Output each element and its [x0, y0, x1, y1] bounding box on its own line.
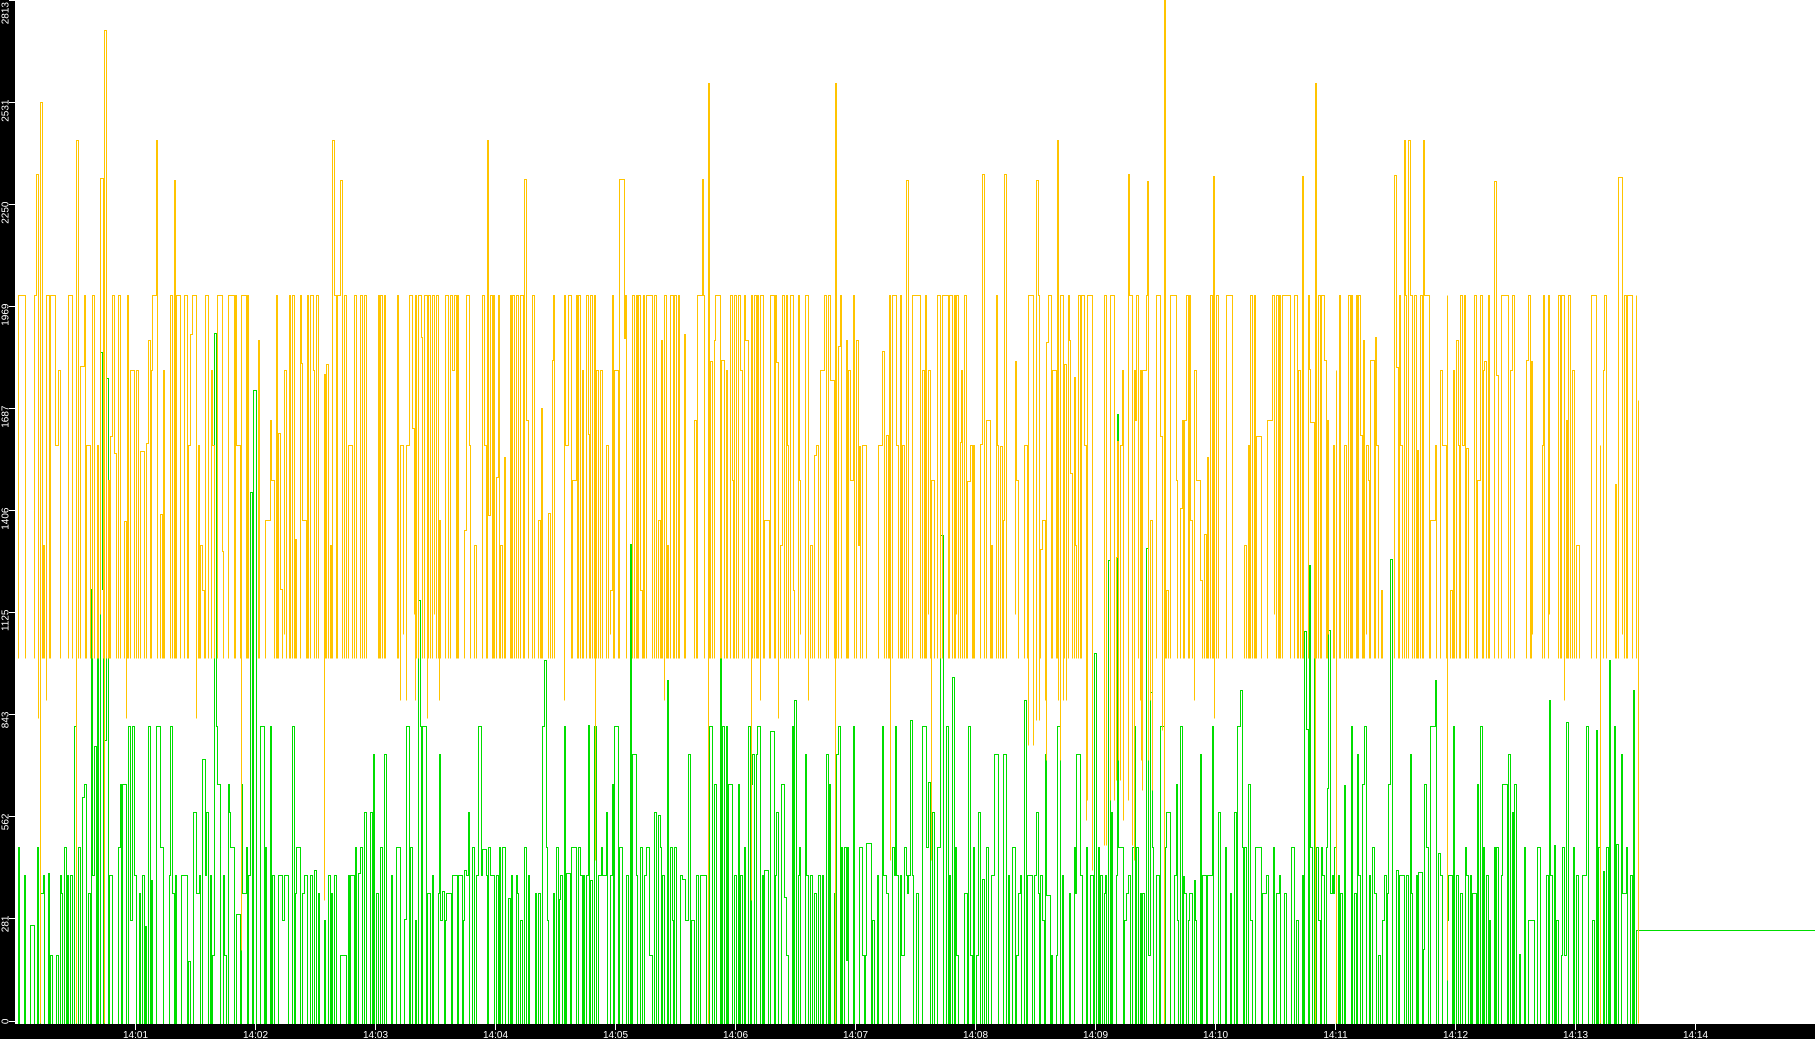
- svg-text:14:01: 14:01: [123, 1030, 148, 1039]
- svg-text:14:07: 14:07: [843, 1030, 868, 1039]
- svg-text:2250: 2250: [1, 201, 12, 224]
- svg-text:14:14: 14:14: [1683, 1030, 1708, 1039]
- svg-text:14:05: 14:05: [603, 1030, 628, 1039]
- svg-text:14:09: 14:09: [1083, 1030, 1108, 1039]
- svg-text:14:03: 14:03: [363, 1030, 388, 1039]
- svg-text:14:13: 14:13: [1563, 1030, 1588, 1039]
- svg-text:2813: 2813: [1, 2, 12, 25]
- svg-text:562: 562: [1, 813, 12, 830]
- svg-text:14:12: 14:12: [1443, 1030, 1468, 1039]
- svg-text:14:11: 14:11: [1323, 1030, 1348, 1039]
- svg-text:14:04: 14:04: [483, 1030, 508, 1039]
- svg-text:281: 281: [1, 915, 12, 932]
- svg-text:14:02: 14:02: [243, 1030, 268, 1039]
- svg-text:1687: 1687: [1, 405, 12, 428]
- svg-text:14:08: 14:08: [963, 1030, 988, 1039]
- svg-text:1125: 1125: [1, 609, 12, 631]
- svg-text:14:06: 14:06: [723, 1030, 748, 1039]
- svg-text:0: 0: [1, 1018, 12, 1024]
- svg-text:1406: 1406: [1, 507, 12, 530]
- svg-text:14:10: 14:10: [1203, 1030, 1228, 1039]
- svg-text:843: 843: [1, 711, 12, 728]
- svg-text:1969: 1969: [1, 303, 12, 326]
- svg-text:2531: 2531: [1, 99, 12, 122]
